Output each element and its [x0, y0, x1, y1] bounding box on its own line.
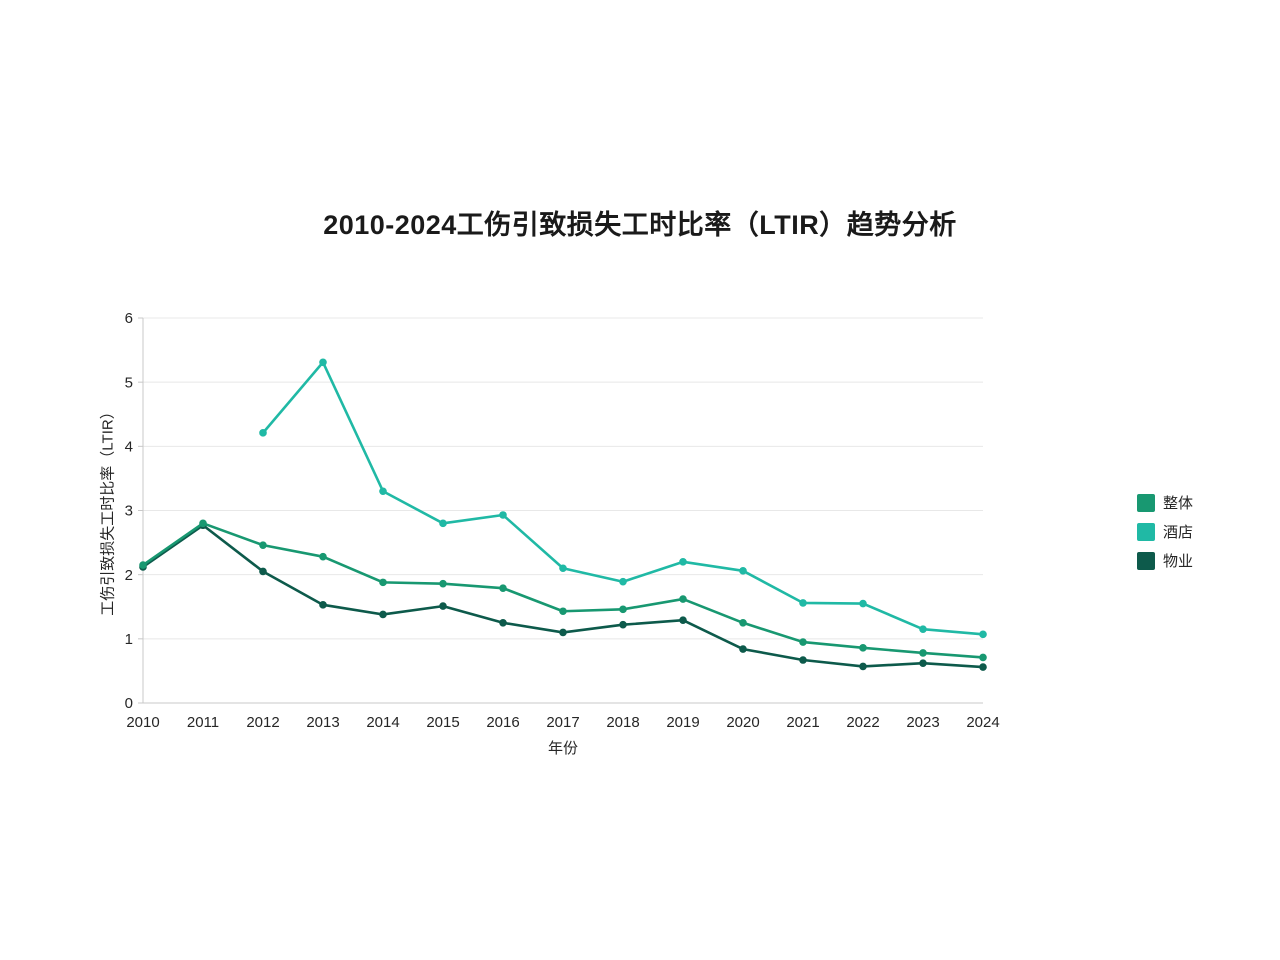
series-point-hotel — [859, 599, 867, 608]
series-point-overall — [859, 644, 867, 652]
y-axis-tick-labels: 0 1 2 3 4 5 6 — [125, 310, 133, 712]
series-point-property — [319, 601, 327, 609]
legend-swatch-hotel — [1137, 522, 1155, 541]
series-point-property — [739, 645, 747, 653]
legend-item-hotel: 酒店 — [1137, 521, 1193, 542]
x-tick-label: 2020 — [726, 714, 759, 731]
series-point-overall — [379, 578, 387, 587]
y-tick-label: 1 — [125, 631, 133, 648]
y-tick-label: 6 — [125, 310, 133, 327]
x-tick-label: 2019 — [666, 714, 699, 731]
x-tick-label: 2013 — [306, 714, 339, 731]
series-point-property — [499, 618, 507, 627]
legend-swatch-overall — [1137, 493, 1155, 512]
x-tick-label: 2024 — [966, 714, 999, 731]
series-point-hotel — [559, 564, 567, 573]
legend: 整体 酒店 物业 — [1137, 492, 1193, 571]
series-point-overall — [799, 638, 807, 646]
x-tick-label: 2014 — [366, 714, 399, 731]
y-axis-title: 工伤引致损失工时比率（LTIR） — [99, 404, 117, 616]
chart-title: 2010-2024工伤引致损失工时比率（LTIR）趋势分析 — [323, 210, 957, 240]
series-point-hotel — [679, 558, 687, 566]
series-point-hotel — [499, 511, 507, 519]
x-tick-label: 2023 — [906, 714, 939, 731]
series-point-overall — [199, 519, 207, 528]
series-point-property — [259, 567, 267, 576]
series-point-property — [679, 616, 687, 625]
x-tick-label: 2021 — [786, 714, 819, 731]
series-point-property — [619, 620, 627, 629]
series-point-property — [559, 628, 567, 637]
series-point-overall — [619, 605, 627, 614]
legend-item-overall: 整体 — [1137, 492, 1193, 513]
series-point-overall — [919, 649, 927, 657]
gridlines — [138, 317, 983, 704]
series-property — [139, 521, 987, 671]
legend-label-overall: 整体 — [1163, 495, 1194, 512]
series-point-hotel — [799, 599, 807, 607]
series-point-overall — [979, 653, 987, 662]
series-point-hotel — [439, 519, 447, 528]
series-point-overall — [259, 541, 267, 549]
series-point-hotel — [379, 487, 387, 496]
series-point-hotel — [319, 358, 327, 367]
series-point-property — [919, 659, 927, 668]
y-tick-label: 2 — [125, 567, 133, 584]
series-point-property — [439, 602, 447, 610]
y-tick-label: 5 — [125, 374, 133, 391]
x-tick-label: 2016 — [486, 714, 519, 731]
x-tick-label: 2010 — [126, 714, 159, 731]
series-point-hotel — [259, 429, 267, 437]
legend-swatch-property — [1137, 551, 1155, 570]
series-point-overall — [739, 618, 747, 627]
series-point-overall — [319, 552, 327, 561]
legend-label-hotel: 酒店 — [1163, 524, 1194, 541]
series-point-overall — [139, 561, 147, 569]
x-axis-tick-labels: 2010 2011 2012 2013 2014 2015 2016 2017 2018 2019… — [126, 714, 999, 731]
series-point-hotel — [619, 577, 627, 586]
x-tick-label: 2022 — [846, 714, 879, 731]
x-tick-label: 2018 — [606, 714, 639, 731]
series-point-hotel — [919, 625, 927, 634]
series-point-property — [799, 656, 807, 664]
series-line-overall — [141, 522, 985, 659]
series-point-overall — [559, 607, 567, 616]
y-tick-label: 4 — [125, 438, 133, 455]
series-point-property — [379, 610, 387, 619]
series-point-overall — [439, 579, 447, 588]
series-point-property — [979, 663, 987, 671]
x-tick-label: 2017 — [546, 714, 579, 731]
series-overall — [139, 519, 987, 662]
legend-label-property: 物业 — [1163, 553, 1194, 570]
y-tick-label: 0 — [125, 695, 133, 712]
series-point-hotel — [739, 567, 747, 575]
x-tick-label: 2011 — [187, 714, 219, 731]
series-line-hotel — [261, 360, 985, 636]
series-point-overall — [499, 584, 507, 592]
legend-item-property: 物业 — [1137, 550, 1193, 571]
x-tick-label: 2015 — [426, 714, 459, 731]
series-point-property — [859, 662, 867, 671]
x-tick-label: 2012 — [246, 714, 279, 731]
series-point-overall — [679, 595, 687, 603]
series-hotel — [259, 358, 987, 639]
x-axis-title: 年份 — [547, 740, 579, 757]
y-tick-label: 3 — [125, 503, 133, 520]
series-point-hotel — [979, 630, 987, 639]
